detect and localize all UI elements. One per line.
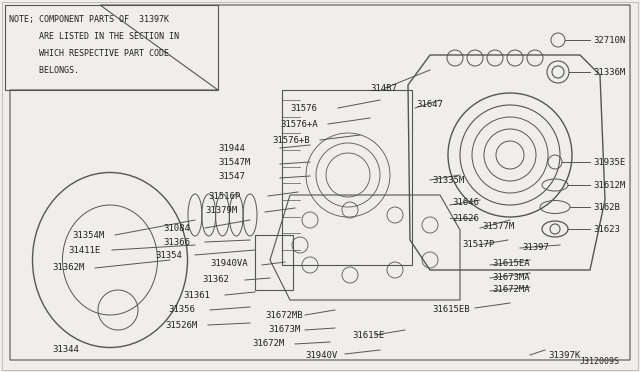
Text: 3162B: 3162B xyxy=(593,202,620,212)
Text: 31615E: 31615E xyxy=(352,331,384,340)
Text: 32710N: 32710N xyxy=(593,35,625,45)
Text: 31547: 31547 xyxy=(218,171,245,180)
Text: ARE LISTED IN THE SECTION IN: ARE LISTED IN THE SECTION IN xyxy=(9,32,179,41)
Text: 31612M: 31612M xyxy=(593,180,625,189)
Text: NOTE; COMPONENT PARTS OF  31397K: NOTE; COMPONENT PARTS OF 31397K xyxy=(9,15,169,24)
Text: 31335M: 31335M xyxy=(432,176,464,185)
Text: J312009S: J312009S xyxy=(580,357,620,366)
Text: 31615EA: 31615EA xyxy=(492,260,530,269)
Text: 31672MA: 31672MA xyxy=(492,285,530,295)
Text: 314B7: 314B7 xyxy=(370,83,397,93)
Text: 31576: 31576 xyxy=(290,103,317,112)
Text: 31084: 31084 xyxy=(163,224,190,232)
Text: 31344: 31344 xyxy=(52,346,79,355)
Text: 31940V: 31940V xyxy=(305,350,337,359)
Text: 31615EB: 31615EB xyxy=(432,305,470,314)
Text: 31944: 31944 xyxy=(218,144,245,153)
Text: 31672M: 31672M xyxy=(252,340,284,349)
Text: 31940VA: 31940VA xyxy=(210,260,248,269)
Text: 31362: 31362 xyxy=(202,276,229,285)
Text: 31356: 31356 xyxy=(168,305,195,314)
Text: 31673MA: 31673MA xyxy=(492,273,530,282)
Text: BELONGS.: BELONGS. xyxy=(9,66,79,75)
Text: 31646: 31646 xyxy=(452,198,479,206)
Text: 31647: 31647 xyxy=(416,99,443,109)
Text: 31576+B: 31576+B xyxy=(272,135,310,144)
Text: 31366: 31366 xyxy=(163,237,190,247)
Text: 31516P: 31516P xyxy=(208,192,240,201)
Text: 31336M: 31336M xyxy=(593,67,625,77)
Text: 31517P: 31517P xyxy=(462,240,494,248)
Text: 21626: 21626 xyxy=(452,214,479,222)
Text: 31354M: 31354M xyxy=(72,231,104,240)
Text: 31935E: 31935E xyxy=(593,157,625,167)
Text: 31362M: 31362M xyxy=(52,263,84,273)
Bar xyxy=(255,235,293,290)
Text: 31397: 31397 xyxy=(522,243,549,251)
Text: 31576+A: 31576+A xyxy=(280,119,317,128)
Text: 31623: 31623 xyxy=(593,224,620,234)
Text: 31379M: 31379M xyxy=(205,205,237,215)
Text: 31354: 31354 xyxy=(155,250,182,260)
Text: 31672MB: 31672MB xyxy=(265,311,303,320)
Text: 31361: 31361 xyxy=(183,291,210,299)
Text: 31397K: 31397K xyxy=(548,350,580,359)
Text: 31526M: 31526M xyxy=(165,321,197,330)
Text: 31547M: 31547M xyxy=(218,157,250,167)
Bar xyxy=(5,5,218,90)
Bar xyxy=(282,90,412,265)
Text: 31673M: 31673M xyxy=(268,326,300,334)
Text: 31411E: 31411E xyxy=(68,246,100,254)
Text: 31577M: 31577M xyxy=(482,221,515,231)
Text: WHICH RESPECTIVE PART CODE: WHICH RESPECTIVE PART CODE xyxy=(9,49,169,58)
